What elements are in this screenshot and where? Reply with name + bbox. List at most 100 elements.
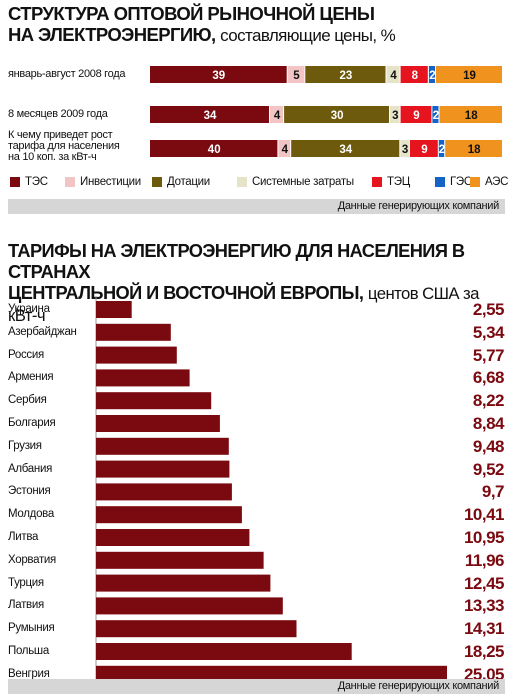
chart2-bar [96, 597, 283, 615]
legend-label: Дотации [167, 176, 210, 188]
chart2-source: Данные генерирующих компаний [337, 680, 500, 692]
legend-label: ТЭС [25, 176, 48, 188]
chart1-legend-item: Инвестиции [65, 176, 141, 188]
chart1-segment [409, 140, 438, 157]
chart1-segment [390, 106, 400, 123]
chart1-segment [386, 66, 400, 83]
chart2-value-label: 9,7 [481, 482, 505, 502]
legend-swatch [152, 177, 162, 187]
chart1-segment-label: 18 [468, 144, 481, 156]
chart1-segment [428, 66, 435, 83]
chart2-country-label: Украина [8, 303, 50, 315]
chart1-segment [150, 66, 287, 83]
legend-swatch [237, 177, 247, 187]
chart2-country-label: Азербайджан [8, 325, 77, 338]
chart1-category-label: январь-август 2008 года [8, 68, 126, 80]
chart2-country-label: Турция [8, 576, 44, 589]
chart2-bar [96, 551, 264, 569]
chart2-bar [96, 483, 232, 501]
legend-label: ГЭС [450, 176, 472, 188]
chart2-country-label: Сербия [8, 394, 47, 407]
chart1-segment [438, 140, 445, 157]
chart2-source-band: Данные генерирующих компаний [8, 679, 505, 694]
chart2-country-label: Румыния [8, 622, 55, 635]
chart1-segment [291, 140, 400, 157]
chart2-title-line2: ЦЕНТРАЛЬНОЙ И ВОСТОЧНОЙ ЕВРОПЫ, центов С… [8, 282, 505, 326]
chart2-country-label: Венгрия [8, 667, 50, 680]
chart1-title: СТРУКТУРА ОПТОВОЙ РЫНОЧНОЙ ЦЕНЫ НА ЭЛЕКТ… [8, 3, 396, 46]
chart2-bar [96, 574, 271, 592]
chart2-country-label: Грузия [8, 439, 42, 452]
chart2-value-label: 9,48 [472, 436, 505, 456]
chart1-segment [284, 106, 389, 123]
chart2-country-label: Россия [8, 348, 44, 361]
chart1-title-line1: СТРУКТУРА ОПТОВОЙ РЫНОЧНОЙ ЦЕНЫ [8, 3, 375, 24]
chart2-value-label: 14,31 [463, 619, 505, 639]
chart2-bar [96, 506, 242, 524]
chart2-title: ТАРИФЫ НА ЭЛЕКТРОЭНЕРГИЮ ДЛЯ НАСЕЛЕНИЯ В… [8, 240, 505, 326]
chart2-country-label: Эстония [8, 485, 51, 498]
chart1-segment-label: 19 [463, 70, 476, 82]
chart2-country-label: Армения [8, 371, 54, 384]
chart2-value-label: 8,22 [472, 391, 505, 411]
chart1-legend-item: Системные затраты [237, 176, 354, 188]
chart1-legend-item: Дотации [152, 176, 210, 188]
chart2-title-line1: ТАРИФЫ НА ЭЛЕКТРОЭНЕРГИЮ ДЛЯ НАСЕЛЕНИЯ В… [8, 240, 465, 282]
chart2-title-main: ЦЕНТРАЛЬНОЙ И ВОСТОЧНОЙ ЕВРОПЫ, [8, 282, 364, 303]
chart1-segment-label: 30 [331, 110, 344, 122]
chart1-segment-label: 8 [412, 70, 419, 82]
legend-swatch [470, 177, 480, 187]
chart2-country-label: Латвия [8, 599, 44, 612]
chart2-value-label: 11,96 [464, 550, 505, 570]
chart1-title-line2: НА ЭЛЕКТРОЭНЕРГИЮ, составляющие цены, % [8, 24, 396, 46]
chart2-bar [96, 460, 230, 478]
chart2-value-label: 9,52 [472, 459, 505, 479]
chart2-value-label: 5,77 [472, 345, 505, 365]
chart2-bar [96, 643, 352, 660]
legend-label: Системные затраты [252, 176, 354, 188]
legend-label: Инвестиции [80, 176, 141, 188]
chart2-value-label: 13,33 [463, 596, 505, 616]
chart1-source: Данные генерирующих компаний [337, 200, 500, 212]
chart1-segment [150, 140, 278, 157]
chart1-segment-label: 2 [433, 110, 439, 122]
chart1-category-label: К чему приведет рост тарифа для населения… [8, 129, 120, 163]
chart2-country-label: Молдова [8, 508, 54, 521]
chart1-segment [278, 140, 291, 157]
chart2-value-label: 10,41 [463, 505, 505, 525]
chart1-legend-item: АЭС [470, 176, 508, 188]
chart2-bar [96, 437, 229, 455]
legend-swatch [372, 177, 382, 187]
chart2-bar [96, 392, 212, 410]
chart2-value-label: 12,45 [463, 573, 505, 593]
chart1-segment [400, 140, 409, 157]
chart1-segment [435, 66, 502, 83]
legend-label: ТЭЦ [387, 176, 410, 188]
chart2-title-sub: центов США за кВт-ч [8, 284, 479, 325]
chart1-segment-label: 34 [339, 144, 352, 156]
chart2-bar [96, 529, 250, 546]
chart1-segment-label: 5 [293, 70, 300, 82]
chart2-value-label: 6,68 [472, 368, 505, 388]
chart1-segment [439, 106, 502, 123]
chart1-segment-label: 9 [421, 144, 427, 156]
chart1-segment [445, 140, 502, 157]
chart1-segment [287, 66, 305, 83]
chart2-bar [96, 346, 177, 364]
chart1-segment-label: 2 [429, 70, 435, 82]
chart1-segment [305, 66, 386, 83]
chart1-category-label: 8 месяцев 2009 года [8, 108, 108, 120]
chart1-legend-item: ТЭЦ [372, 176, 410, 188]
chart1-segment-label: 4 [282, 144, 289, 156]
legend-swatch [10, 177, 20, 187]
chart1-segment [432, 106, 439, 123]
chart1-segment-label: 18 [465, 110, 478, 122]
chart1-segment [400, 106, 432, 123]
chart1-segment [150, 106, 269, 123]
chart2-bar [96, 620, 297, 638]
chart1-legend-item: ГЭС [435, 176, 472, 188]
chart1-segment-label: 40 [208, 144, 221, 156]
chart2-country-label: Литва [8, 531, 39, 543]
chart2-value-label: 2,55 [472, 300, 505, 319]
